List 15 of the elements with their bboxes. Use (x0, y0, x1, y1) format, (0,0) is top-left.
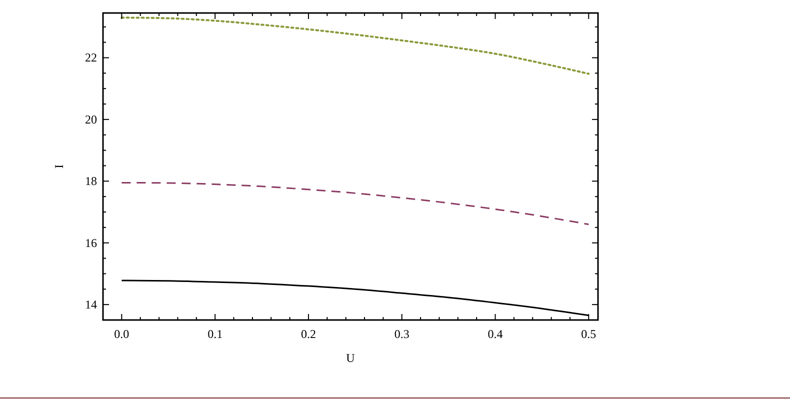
x-tick-label: 0.0 (114, 327, 130, 341)
x-axis-title: U (346, 351, 356, 365)
x-tick-label: 0.4 (488, 327, 503, 341)
line-series (120, 182, 590, 226)
x-tick-label: 0.5 (581, 327, 596, 341)
y-axis-title: I (52, 164, 66, 168)
y-tick-label: 20 (85, 112, 97, 126)
y-tick-label: 16 (85, 236, 97, 250)
line-series (120, 16, 590, 75)
x-tick-label: 0.2 (300, 327, 316, 341)
x-tick-label: 0.1 (208, 327, 223, 341)
y-tick-label: 18 (85, 174, 97, 188)
x-tick-label: 0.3 (394, 327, 410, 341)
y-tick-label: 14 (85, 298, 97, 312)
y-tick-label: 22 (85, 50, 97, 65)
